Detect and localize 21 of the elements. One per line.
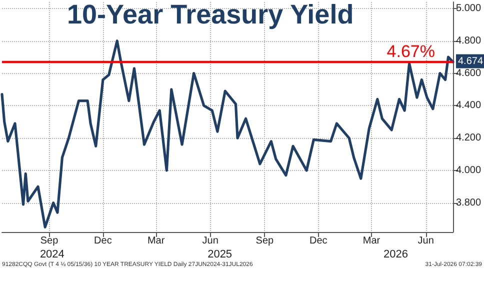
x-tick-label: Dec — [309, 236, 328, 246]
x2-tick-label: 2025 — [208, 248, 232, 260]
x-tick-label: Jun — [202, 236, 218, 246]
y-tick-label: 4.200 — [456, 132, 482, 144]
y-tick-label: 4.400 — [456, 100, 482, 112]
y-tick-label: 4.600 — [456, 68, 482, 79]
x-tick-label: Sep — [40, 236, 59, 246]
chart-title: 10-Year Treasury Yield — [67, 0, 354, 30]
y-tick-label: 4.800 — [456, 35, 482, 46]
x2-tick-label: 2026 — [383, 248, 408, 260]
x-tick-label: Mar — [147, 236, 166, 246]
y-tick-label: 5.000 — [456, 2, 482, 14]
x-tick-label: Sep — [256, 236, 274, 246]
y-tick-label: 4.000 — [456, 164, 482, 176]
y-tick-label: 3.800 — [456, 197, 482, 208]
x-tick-label: Jun — [418, 236, 434, 246]
x-tick-label: Dec — [94, 236, 112, 246]
ref-line-label: 4.67% — [386, 42, 435, 61]
x2-tick-label: 2024 — [40, 248, 64, 260]
x-tick-label: Mar — [362, 236, 381, 246]
annotation: 4.674 — [458, 56, 484, 67]
